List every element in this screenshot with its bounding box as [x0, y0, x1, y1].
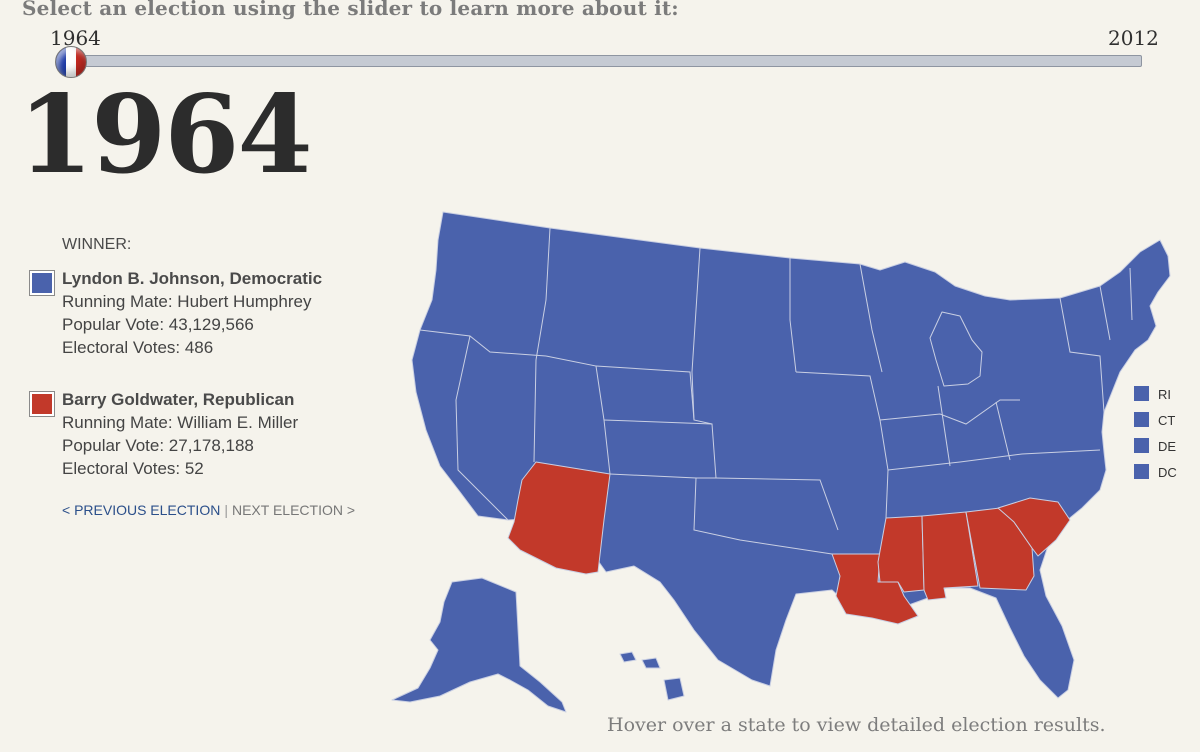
slider-prompt: Select an election using the slider to l… [22, 0, 679, 20]
state-color-box [1134, 412, 1149, 427]
state-label: DC [1158, 465, 1177, 480]
running-mate: Running Mate: Hubert Humphrey [62, 292, 312, 311]
state-hawaii-island-3[interactable] [663, 677, 685, 701]
running-mate: Running Mate: William E. Miller [62, 413, 299, 432]
state-color-box [1134, 438, 1149, 453]
state-arizona[interactable] [507, 461, 611, 575]
election-nav: < PREVIOUS ELECTION | NEXT ELECTION > [62, 502, 355, 518]
winner-heading: WINNER: [62, 236, 132, 253]
state-label: RI [1158, 387, 1171, 402]
candidate-name: Lyndon B. Johnson, Democratic [62, 269, 323, 288]
popular-vote: Popular Vote: 27,178,188 [62, 436, 254, 455]
election-year-title: 1964 [18, 72, 313, 198]
state-louisiana[interactable] [831, 553, 919, 625]
state-label: DE [1158, 439, 1177, 454]
state-hawaii[interactable] [619, 651, 637, 663]
state-michigan[interactable] [929, 311, 983, 387]
state-color-box [1134, 386, 1149, 401]
state-borders [419, 227, 1133, 555]
state-shape-contiguous-us[interactable] [411, 211, 1171, 699]
state-alaska[interactable] [391, 577, 567, 713]
popular-vote: Popular Vote: 43,129,566 [62, 315, 254, 334]
state-color-box [1134, 464, 1149, 479]
state-mississippi[interactable] [877, 515, 925, 593]
state-hawaii-island-2[interactable] [641, 657, 661, 669]
hover-hint: Hover over a state to view detailed elec… [607, 714, 1106, 736]
nav-separator: | [224, 502, 228, 518]
electoral-votes: Electoral Votes: 52 [62, 459, 204, 478]
state-south-carolina[interactable] [997, 497, 1071, 557]
next-election-link[interactable]: NEXT ELECTION > [231, 502, 356, 518]
state-label: CT [1158, 413, 1176, 428]
previous-election-link[interactable]: < PREVIOUS ELECTION [62, 502, 221, 518]
candidate-name: Barry Goldwater, Republican [62, 390, 295, 409]
democratic-color-swatch [29, 270, 55, 296]
year-slider-thumb[interactable] [55, 46, 87, 78]
republican-color-swatch [29, 391, 55, 417]
electoral-votes: Electoral Votes: 486 [62, 338, 214, 357]
slider-max-label: 2012 [1108, 26, 1159, 50]
